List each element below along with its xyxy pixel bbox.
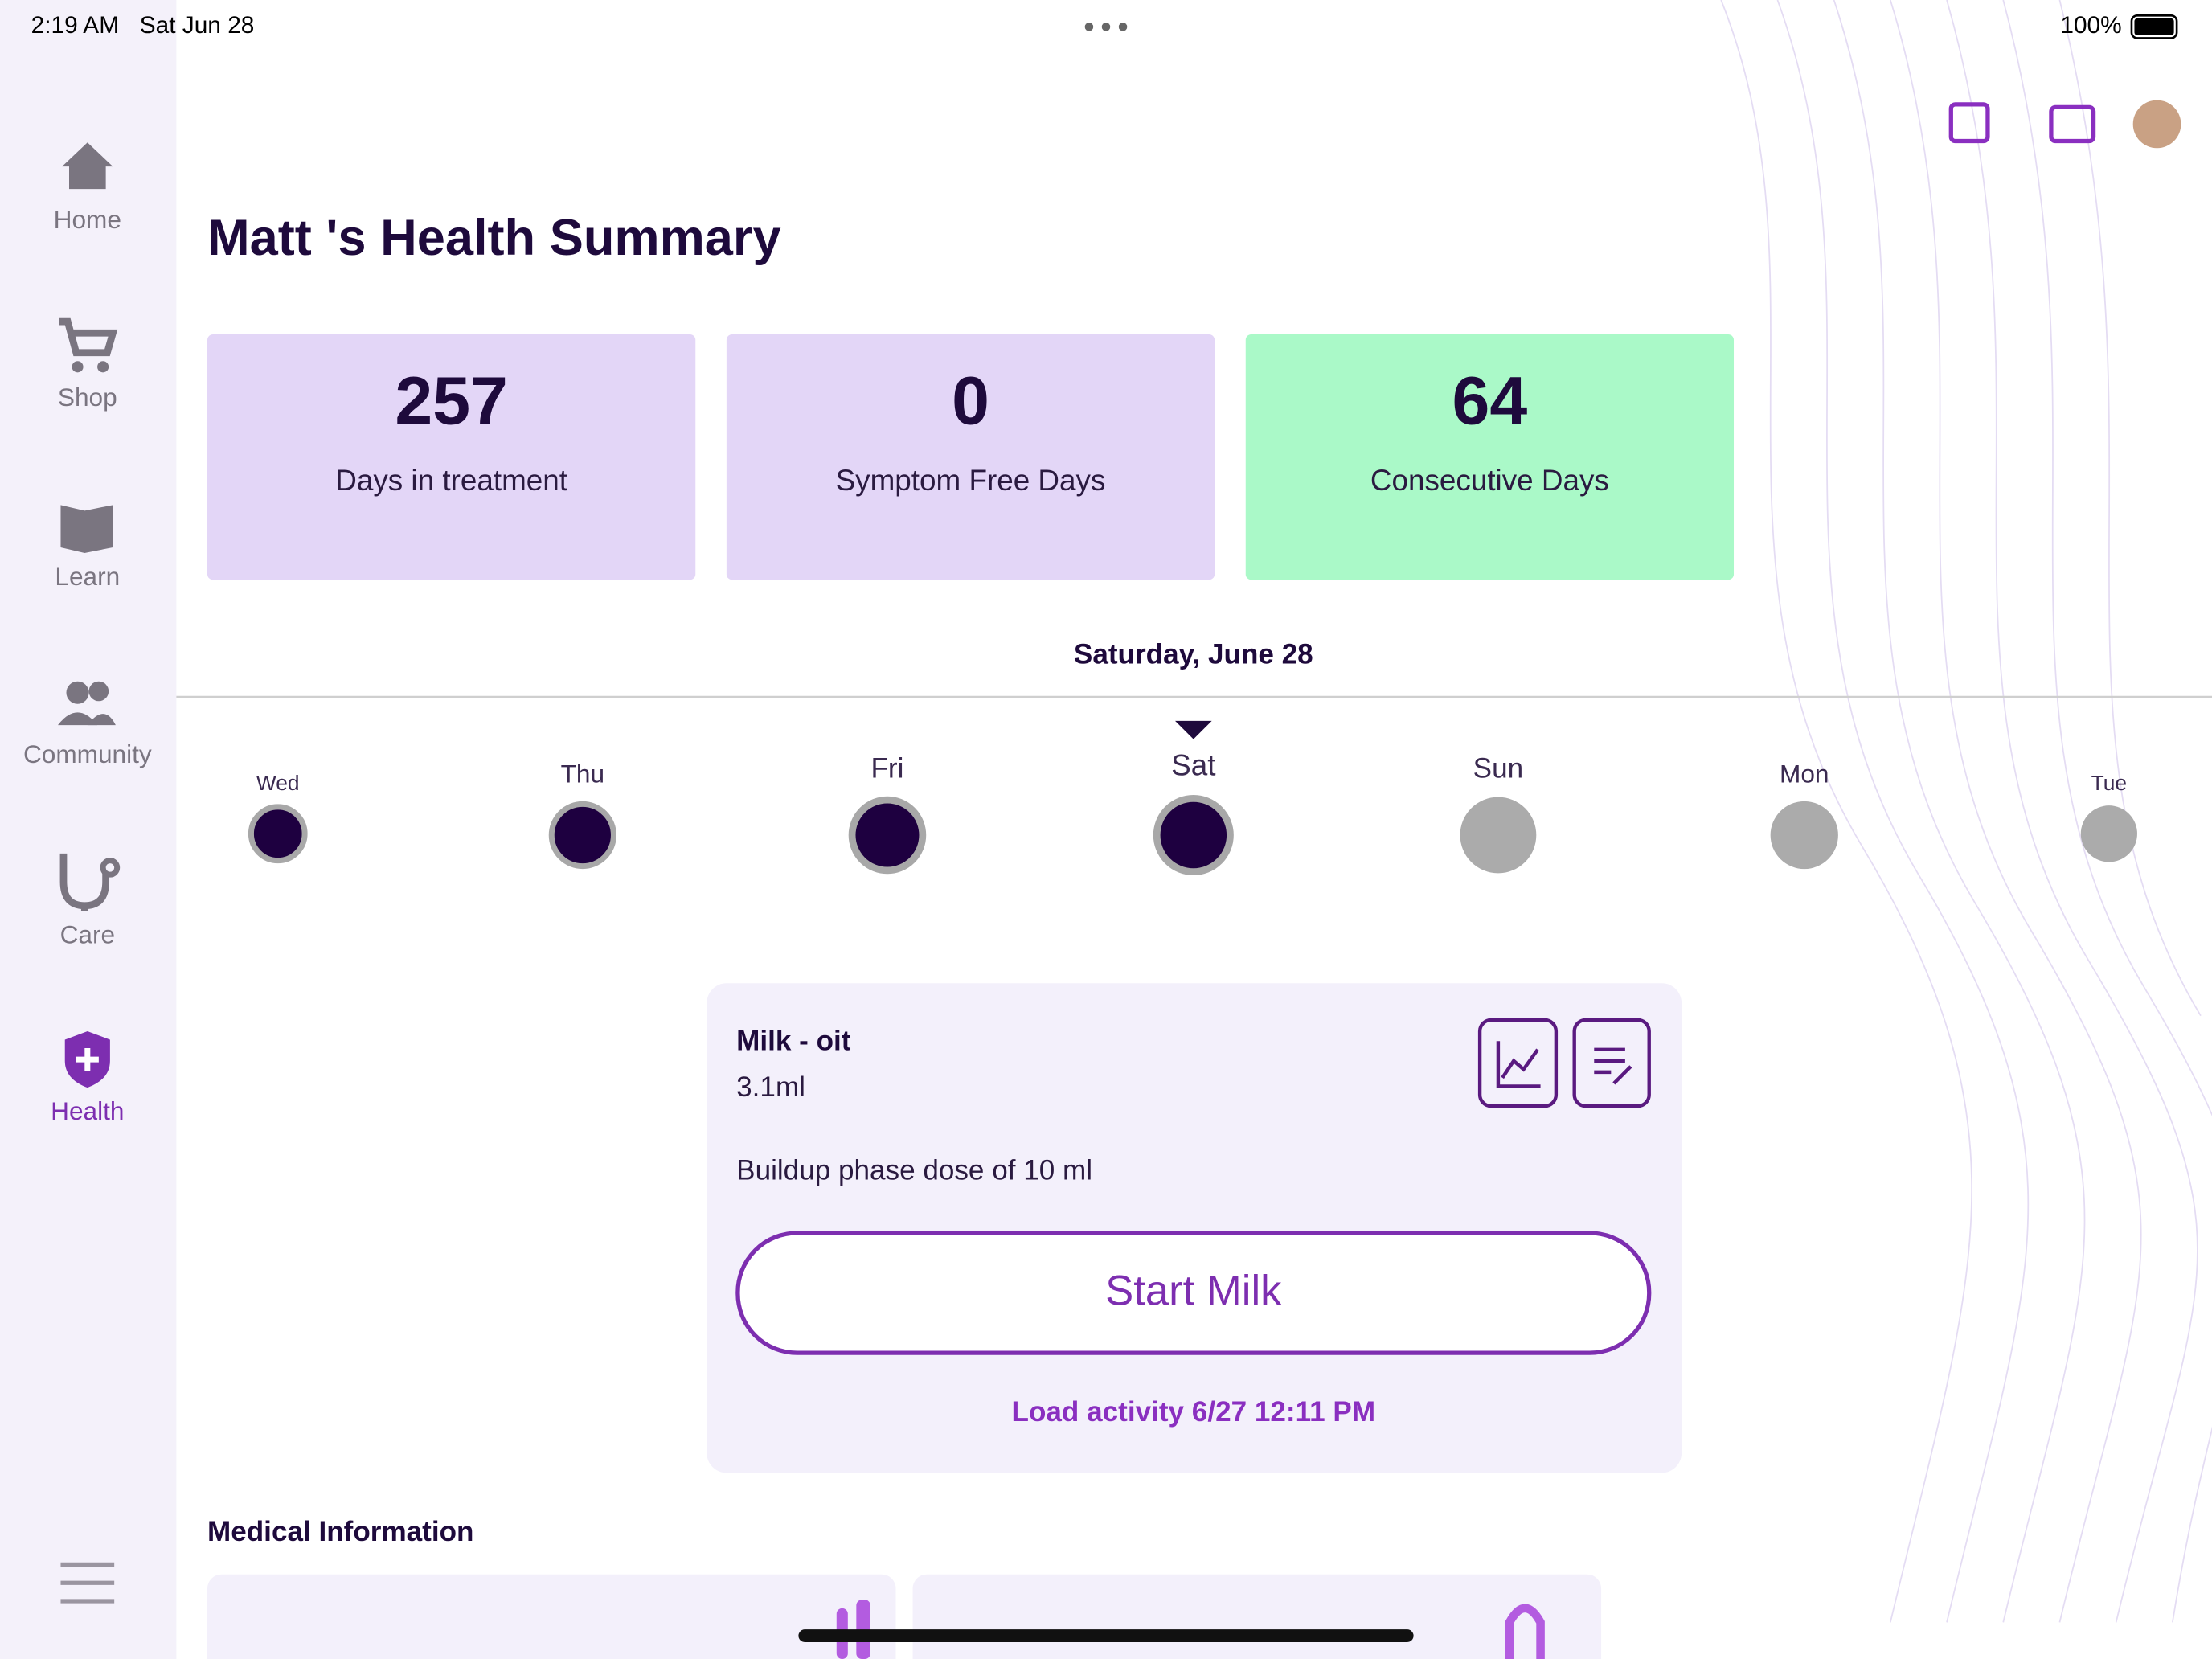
nav-label[interactable]: Health	[51, 1096, 124, 1125]
stat-label: Days in treatment	[335, 464, 567, 497]
day-dot[interactable]	[1153, 795, 1234, 876]
nav-label[interactable]: Home	[54, 205, 121, 234]
day-label[interactable]: Wed	[256, 771, 300, 795]
dose-name: Milk - oit	[736, 1025, 851, 1056]
last-activity[interactable]: Load activity 6/27 12:11 PM	[1012, 1396, 1376, 1428]
avatar[interactable]	[2132, 100, 2181, 149]
selected-indicator	[1175, 720, 1212, 739]
start-button-label[interactable]: Start Milk	[1105, 1267, 1282, 1314]
stat-card	[726, 334, 1215, 580]
dose-description: Buildup phase dose of 10 ml	[736, 1155, 1092, 1186]
sidebar	[0, 0, 177, 1659]
day-dot[interactable]	[1460, 797, 1537, 874]
nav-label[interactable]: Learn	[55, 562, 120, 591]
day-label[interactable]: Thu	[561, 760, 604, 789]
learn-icon[interactable]	[60, 505, 113, 553]
chart-button[interactable]	[1477, 1018, 1559, 1108]
shop-icon[interactable]	[59, 317, 118, 357]
battery-level	[2134, 18, 2174, 35]
menu-icon[interactable]	[60, 1562, 115, 1604]
stat-label: Symptom Free Days	[836, 464, 1106, 497]
status-date: Sat Jun 28	[140, 12, 255, 39]
stat-label: Consecutive Days	[1370, 464, 1609, 497]
background-decoration	[1720, 0, 2212, 1623]
day-label[interactable]: Tue	[2091, 771, 2127, 795]
nav-label[interactable]: Community	[23, 739, 152, 768]
multitask-dots	[1084, 23, 1128, 31]
home-indicator	[798, 1629, 1414, 1642]
devices-button[interactable]	[2049, 104, 2096, 144]
day-dot[interactable]	[248, 804, 308, 864]
day-label[interactable]: Mon	[1780, 760, 1829, 789]
stat-value: 0	[952, 363, 989, 439]
stat-value: 257	[395, 363, 508, 439]
day-label[interactable]: Sun	[1473, 753, 1523, 784]
start-button[interactable]	[735, 1231, 1652, 1355]
selected-date: Saturday, June 28	[1074, 638, 1313, 670]
add-chart-button[interactable]	[1948, 102, 1990, 144]
day-label[interactable]: Sat	[1171, 749, 1215, 782]
status-time: 2:19 AM	[31, 12, 119, 39]
edit-button[interactable]	[1572, 1018, 1651, 1108]
page-title: Matt 's Health Summary	[207, 210, 781, 266]
community-icon[interactable]	[57, 681, 116, 726]
nav-label[interactable]: Care	[60, 920, 115, 949]
home-icon[interactable]	[62, 142, 113, 190]
day-label[interactable]: Fri	[870, 753, 903, 784]
nav-label[interactable]: Shop	[58, 383, 117, 412]
info-card[interactable]	[912, 1574, 1602, 1659]
info-card[interactable]	[207, 1574, 896, 1659]
day-dot[interactable]	[548, 801, 616, 870]
day-dot[interactable]	[848, 796, 927, 875]
day-dot[interactable]	[2080, 805, 2137, 862]
card-icon	[1505, 1604, 1545, 1659]
stat-card	[1245, 334, 1735, 580]
section-title: Medical Information	[207, 1516, 473, 1547]
dose-amount: 3.1ml	[736, 1071, 805, 1103]
stat-card	[207, 334, 696, 580]
stat-value: 64	[1452, 363, 1528, 439]
battery-percent: 100%	[2060, 12, 2121, 39]
battery-icon	[2130, 14, 2178, 39]
day-dot[interactable]	[1770, 801, 1838, 870]
